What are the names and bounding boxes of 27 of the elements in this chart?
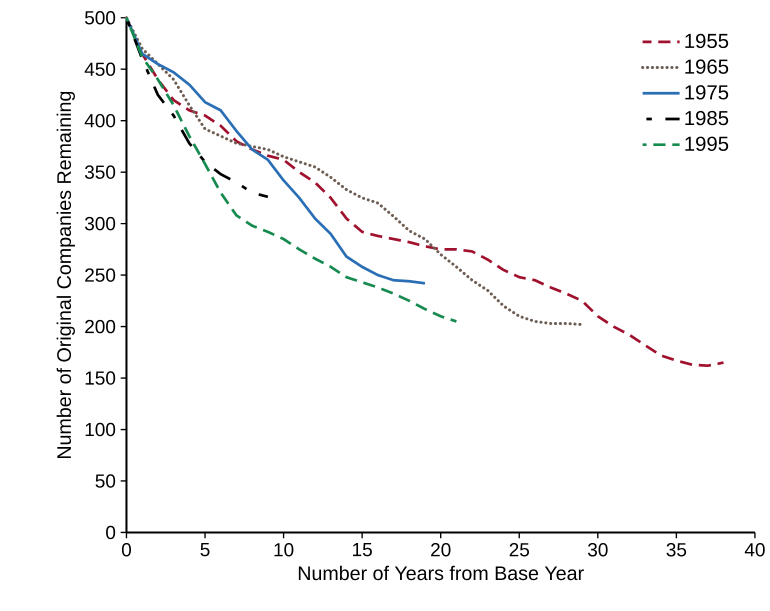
x-tick-label: 25 xyxy=(510,542,530,556)
y-tick-label: 100 xyxy=(86,422,116,436)
legend-label: 1975 xyxy=(685,85,728,100)
y-tick-label: 400 xyxy=(84,114,116,128)
x-tick-label: 10 xyxy=(274,542,294,556)
x-axis-title: Number of Years from Base Year xyxy=(298,566,584,580)
legend-label: 1985 xyxy=(685,110,728,126)
x-tick-label: 5 xyxy=(200,542,210,556)
legend-label: 1955 xyxy=(685,34,728,48)
y-tick-label: 300 xyxy=(84,216,116,230)
x-tick-label: 0 xyxy=(122,542,132,556)
x-tick-label: 30 xyxy=(588,542,608,556)
y-tick-label: 50 xyxy=(96,474,116,488)
x-tick-label: 40 xyxy=(744,542,765,556)
y-tick-label: 500 xyxy=(85,10,116,24)
y-tick-label: 200 xyxy=(85,320,116,334)
y-tick-label: 150 xyxy=(86,371,116,385)
y-axis-title: Number of Original Companies Remaining xyxy=(56,92,75,458)
x-tick-label: 20 xyxy=(431,542,451,556)
y-tick-label: 0 xyxy=(106,526,116,540)
y-tick-label: 250 xyxy=(85,268,116,282)
x-tick-label: 35 xyxy=(666,542,686,556)
x-tick-label: 15 xyxy=(353,542,372,556)
y-tick-label: 450 xyxy=(84,62,116,76)
y-tick-label: 350 xyxy=(84,165,116,179)
legend-label: 1965 xyxy=(685,59,728,74)
legend-label: 1995 xyxy=(685,136,728,151)
